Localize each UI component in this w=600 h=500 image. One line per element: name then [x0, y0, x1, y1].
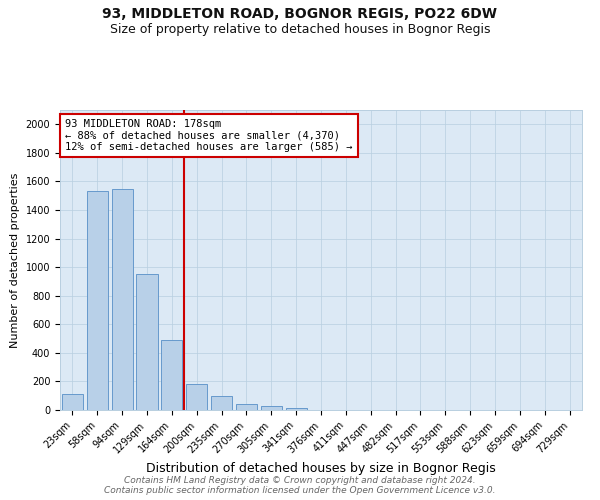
Bar [136, 274, 158, 410]
Bar [261, 406, 282, 410]
Y-axis label: Number of detached properties: Number of detached properties [10, 172, 20, 348]
Bar [112, 188, 133, 410]
Text: Contains HM Land Registry data © Crown copyright and database right 2024.
Contai: Contains HM Land Registry data © Crown c… [104, 476, 496, 495]
Bar [161, 340, 182, 410]
Text: 93 MIDDLETON ROAD: 178sqm
← 88% of detached houses are smaller (4,370)
12% of se: 93 MIDDLETON ROAD: 178sqm ← 88% of detac… [65, 119, 353, 152]
X-axis label: Distribution of detached houses by size in Bognor Regis: Distribution of detached houses by size … [146, 462, 496, 474]
Bar [236, 404, 257, 410]
Bar [186, 384, 207, 410]
Text: 93, MIDDLETON ROAD, BOGNOR REGIS, PO22 6DW: 93, MIDDLETON ROAD, BOGNOR REGIS, PO22 6… [103, 8, 497, 22]
Text: Size of property relative to detached houses in Bognor Regis: Size of property relative to detached ho… [110, 22, 490, 36]
Bar [211, 396, 232, 410]
Bar [87, 192, 108, 410]
Bar [286, 408, 307, 410]
Bar [62, 394, 83, 410]
